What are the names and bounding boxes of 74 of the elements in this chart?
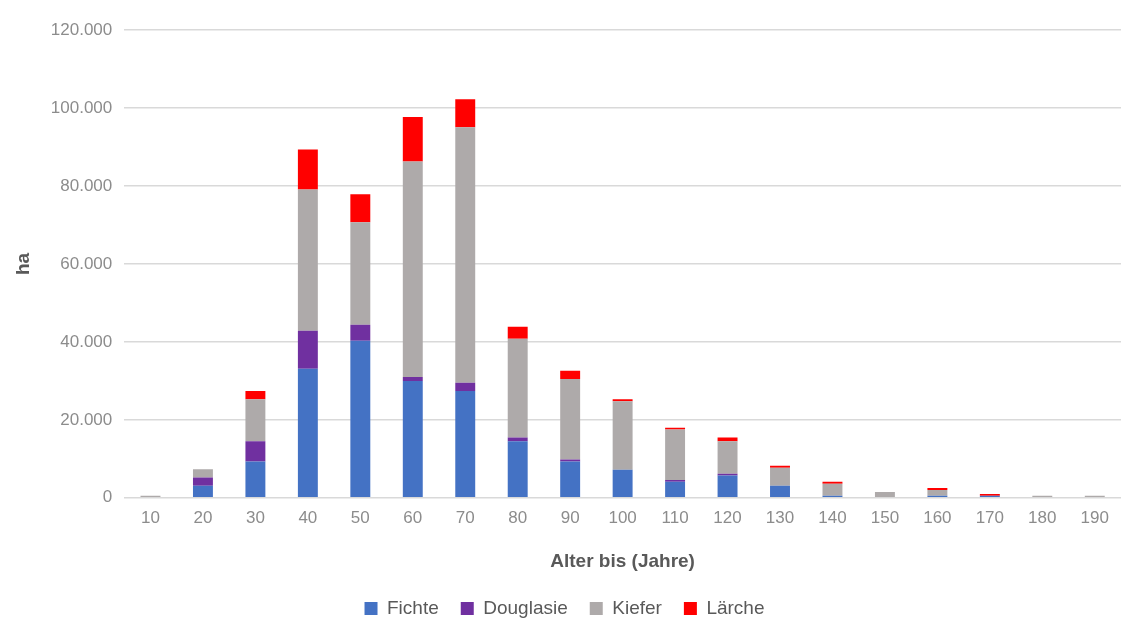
bar (612, 469, 633, 498)
x-tick-label: 140 (818, 507, 847, 527)
x-tick-label: 90 (560, 507, 580, 527)
x-tick-label: 80 (508, 507, 528, 527)
bar (245, 461, 266, 498)
bar (402, 117, 423, 162)
bar (560, 461, 581, 498)
legend-label: Fichte (387, 596, 439, 618)
bar (822, 483, 843, 496)
bar (350, 194, 371, 223)
bar (402, 377, 423, 381)
bar (350, 340, 371, 498)
bar (770, 485, 790, 498)
bar (665, 429, 686, 480)
bar (245, 391, 266, 400)
y-tick-label: 80.000 (60, 175, 113, 195)
x-tick-label: 30 (245, 507, 265, 527)
bar (350, 222, 371, 325)
bar (455, 382, 476, 392)
x-tick-label: 170 (975, 507, 1005, 527)
bar (717, 441, 738, 474)
x-tick-label: 190 (1080, 507, 1109, 527)
x-tick-label: 40 (298, 507, 318, 527)
x-tick-label: 70 (455, 507, 475, 527)
bar (297, 189, 318, 331)
bar (455, 99, 476, 128)
y-tick-label: 20.000 (60, 409, 113, 429)
bar (297, 330, 318, 369)
bar (874, 491, 895, 498)
bar (350, 324, 371, 341)
y-tick-label: 120.000 (50, 19, 113, 39)
bar (507, 338, 528, 438)
x-tick-label: 10 (141, 507, 160, 527)
legend-label: Kiefer (612, 596, 663, 618)
x-tick-label: 20 (193, 507, 213, 527)
bar (507, 441, 528, 498)
bar (455, 391, 476, 498)
bar (245, 441, 266, 462)
x-tick-label: 110 (661, 507, 689, 527)
x-tick-label: 60 (403, 507, 423, 527)
bar (402, 161, 423, 377)
x-tick-label: 150 (870, 507, 900, 527)
bar (455, 127, 476, 383)
x-axis-title: Alter bis (Jahre) (550, 549, 695, 571)
bar (927, 490, 948, 496)
y-tick-label: 0 (102, 487, 113, 507)
x-tick-label: 100 (608, 507, 637, 527)
y-tick-label: 40.000 (60, 331, 113, 351)
y-tick-label: 100.000 (50, 97, 113, 117)
bar (192, 477, 213, 486)
bar (770, 467, 790, 486)
bar (560, 370, 581, 379)
x-tick-label: 130 (765, 507, 795, 527)
bar (507, 326, 528, 339)
bar (245, 399, 266, 442)
x-tick-label: 180 (1028, 507, 1057, 527)
bar (192, 485, 213, 498)
bar (192, 469, 213, 478)
y-tick-label: 60.000 (60, 253, 113, 273)
y-axis-title: ha (11, 252, 33, 276)
bar (507, 437, 528, 442)
x-tick-label: 160 (923, 507, 952, 527)
x-tick-label: 120 (713, 507, 742, 527)
bar (665, 481, 686, 498)
legend-label: Lärche (706, 596, 765, 618)
bar (560, 378, 581, 460)
x-tick-label: 50 (350, 507, 370, 527)
bar (612, 401, 633, 470)
bar (297, 149, 318, 190)
bar (297, 368, 318, 498)
legend-label: Douglasie (483, 596, 568, 618)
bar (402, 380, 423, 498)
bar (717, 437, 738, 442)
bar (717, 475, 738, 498)
